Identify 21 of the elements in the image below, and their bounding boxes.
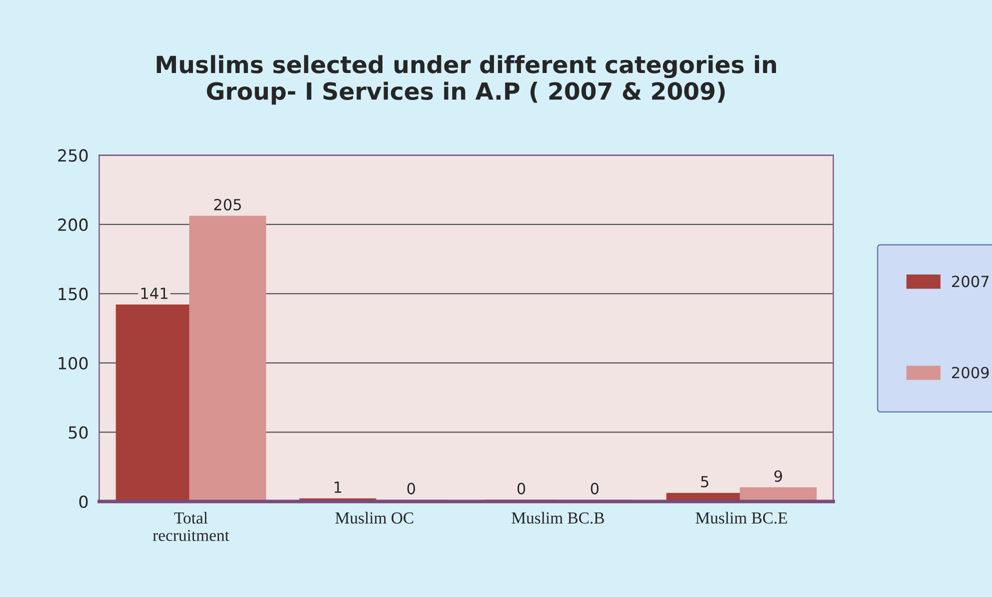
x-tick-label: Muslim BC.B — [512, 512, 604, 524]
data-label: 0 — [517, 482, 526, 494]
data-label: 9 — [774, 470, 782, 482]
x-tick-label: Total recruitment — [152, 512, 230, 542]
y-tick-label: 0 — [79, 495, 88, 508]
y-tick-label: 200 — [58, 218, 88, 232]
y-tick-label: 150 — [58, 288, 88, 300]
data-label: 0 — [407, 482, 416, 494]
data-label: 1 — [334, 482, 342, 493]
legend-label: 2009 — [952, 366, 989, 378]
legend-label: 2007 — [952, 276, 989, 288]
y-tick-label: 100 — [58, 356, 88, 370]
y-tick-label: 50 — [68, 426, 88, 439]
data-label: 141 — [141, 288, 168, 299]
data-label: 5 — [701, 476, 708, 488]
chart-title: Muslims selected under different categories in Group- I Services in A.P ( 2007 & 2009) — [156, 55, 776, 105]
y-tick-label: 250 — [58, 149, 88, 162]
x-tick-label: Muslim OC — [335, 512, 414, 524]
x-tick-label: Muslim BC.E — [696, 512, 787, 524]
data-label: 205 — [214, 198, 241, 210]
data-label: 0 — [590, 482, 599, 494]
